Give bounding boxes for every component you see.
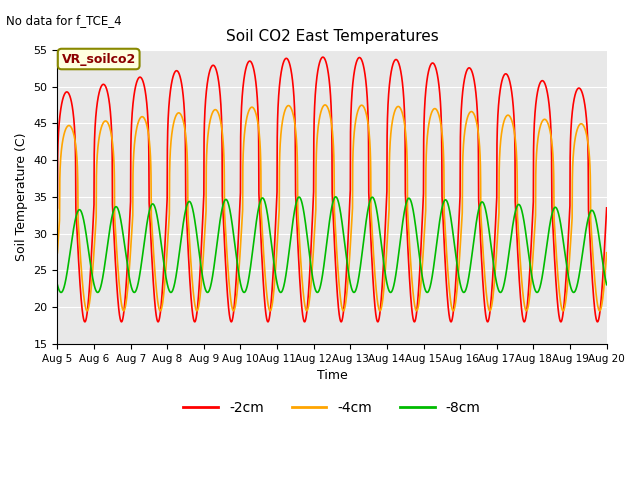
Legend: -2cm, -4cm, -8cm: -2cm, -4cm, -8cm (178, 395, 486, 420)
-8cm (463, 281, 471, 287)
-8cm (411, 217, 419, 223)
-8cm (54, 282, 61, 288)
Text: No data for f_TCE_4: No data for f_TCE_4 (6, 14, 122, 27)
-8cm (506, 249, 513, 254)
Title: Soil CO2 East Temperatures: Soil CO2 East Temperatures (226, 29, 438, 44)
-8cm (603, 282, 611, 288)
-4cm (506, 113, 513, 119)
-4cm (264, 297, 271, 302)
-2cm (154, 317, 161, 323)
-8cm (383, 280, 391, 286)
-8cm (332, 194, 340, 200)
-2cm (227, 319, 235, 325)
-4cm (411, 303, 419, 309)
-4cm (463, 115, 471, 120)
-4cm (230, 308, 237, 314)
-2cm (506, 76, 513, 82)
-4cm (383, 242, 391, 248)
-4cm (603, 250, 611, 256)
-8cm (264, 210, 271, 216)
-2cm (319, 54, 326, 60)
Line: -4cm: -4cm (58, 105, 607, 311)
Y-axis label: Soil Temperature (C): Soil Temperature (C) (15, 132, 28, 261)
-2cm (54, 205, 61, 211)
-4cm (154, 294, 161, 300)
Line: -8cm: -8cm (58, 197, 607, 292)
-8cm (424, 289, 431, 295)
X-axis label: Time: Time (317, 369, 348, 382)
-2cm (264, 318, 271, 324)
-2cm (383, 144, 391, 150)
-8cm (154, 214, 161, 219)
-2cm (463, 66, 471, 72)
-2cm (603, 205, 611, 211)
-2cm (411, 319, 419, 324)
Line: -2cm: -2cm (58, 57, 607, 322)
-4cm (54, 250, 61, 256)
-4cm (321, 102, 329, 108)
Text: VR_soilco2: VR_soilco2 (61, 52, 136, 65)
